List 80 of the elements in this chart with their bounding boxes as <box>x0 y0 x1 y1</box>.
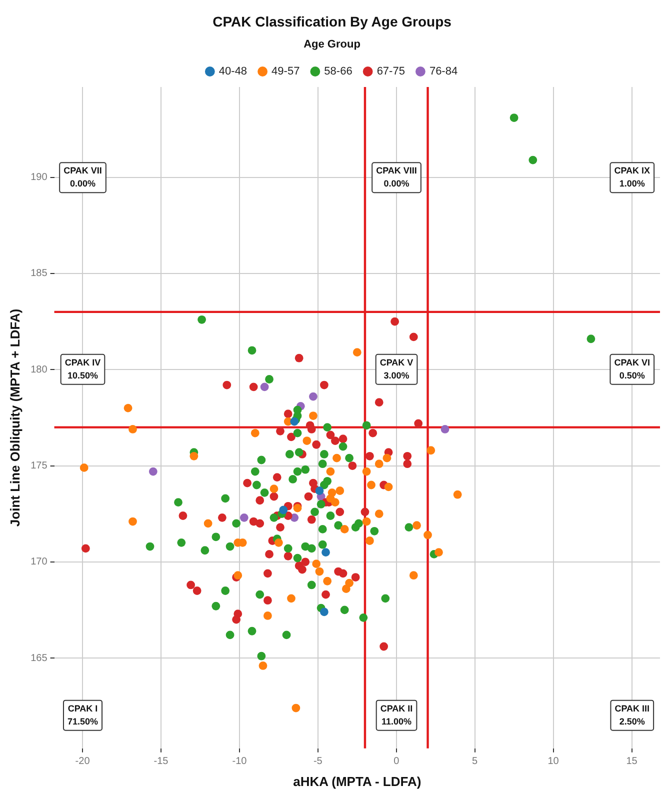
point <box>292 704 300 712</box>
y-tick-label: 190 <box>30 172 48 184</box>
x-tick-label: -5 <box>313 756 323 768</box>
point <box>258 662 268 670</box>
y-tick-label: 180 <box>30 364 48 376</box>
point <box>264 612 272 620</box>
point <box>309 412 318 420</box>
point <box>342 584 350 594</box>
point <box>409 571 418 580</box>
point <box>80 463 88 472</box>
legend-title: Age Group <box>304 38 361 50</box>
point <box>323 576 332 586</box>
point <box>302 436 312 445</box>
x-tick-label: -20 <box>75 756 90 768</box>
point <box>332 454 341 462</box>
point <box>330 498 340 506</box>
x-tick-label: -15 <box>154 756 169 768</box>
point <box>367 480 376 490</box>
point <box>274 538 283 547</box>
point <box>374 510 384 518</box>
point <box>382 454 392 462</box>
annotation: CPAK V 3.00% <box>380 357 414 380</box>
legend-label: 67-75 <box>376 66 405 78</box>
annotation: CPAK VIII 0.00% <box>376 166 417 189</box>
point <box>312 560 321 568</box>
point <box>426 446 436 455</box>
point <box>336 486 344 495</box>
point <box>320 608 328 616</box>
x-tick-label: 0 <box>394 756 400 768</box>
point <box>315 486 324 495</box>
point <box>270 484 278 494</box>
annotation: CPAK VI 0.50% <box>614 357 650 380</box>
point <box>124 404 132 412</box>
point <box>279 506 288 514</box>
point <box>374 460 384 468</box>
point <box>250 428 260 438</box>
annotation: CPAK II 11.00% <box>380 703 413 726</box>
legend-label: 76-84 <box>429 66 458 78</box>
chart-title: CPAK Classification By Age Groups <box>212 13 452 30</box>
point <box>326 467 335 476</box>
point <box>453 490 462 499</box>
y-axis-title: Joint Line Obliquity (MPTA + LDFA) <box>7 308 22 527</box>
y-tick-label: 175 <box>30 460 48 472</box>
y-tick-label: 165 <box>30 652 48 664</box>
annotation: CPAK III 2.50% <box>614 703 650 726</box>
point <box>384 482 393 492</box>
point <box>128 517 137 526</box>
point <box>424 530 432 540</box>
y-tick-label: 185 <box>30 268 48 280</box>
annotation: CPAK VII 0.00% <box>64 166 102 189</box>
point <box>287 594 296 603</box>
annotation: CPAK IV 10.50% <box>64 357 101 380</box>
point <box>434 548 443 556</box>
legend-label: 40-48 <box>218 66 248 78</box>
x-tick-label: 5 <box>472 756 478 768</box>
y-tick-label: 170 <box>30 556 48 568</box>
point <box>309 392 318 401</box>
x-axis-title: aHKA (MPTA - LDFA) <box>293 774 422 789</box>
annotation: CPAK I 71.50% <box>67 703 98 726</box>
point <box>322 548 330 556</box>
point <box>365 536 374 545</box>
point <box>412 521 421 530</box>
point <box>362 467 371 476</box>
point <box>440 425 450 434</box>
point <box>240 513 248 522</box>
point <box>315 567 324 576</box>
point <box>128 425 137 434</box>
annotation: CPAK IX 1.00% <box>614 166 650 189</box>
point <box>362 517 371 526</box>
x-tick-label: 10 <box>548 756 560 768</box>
point <box>204 519 212 528</box>
point <box>340 525 349 534</box>
x-tick-label: 15 <box>626 756 638 768</box>
point <box>260 382 269 392</box>
legend-label: 58-66 <box>324 66 352 78</box>
point <box>190 452 198 460</box>
legend-label: 49-57 <box>272 66 300 78</box>
point <box>148 467 158 476</box>
x-tick-label: -10 <box>232 756 248 768</box>
point <box>352 348 362 357</box>
